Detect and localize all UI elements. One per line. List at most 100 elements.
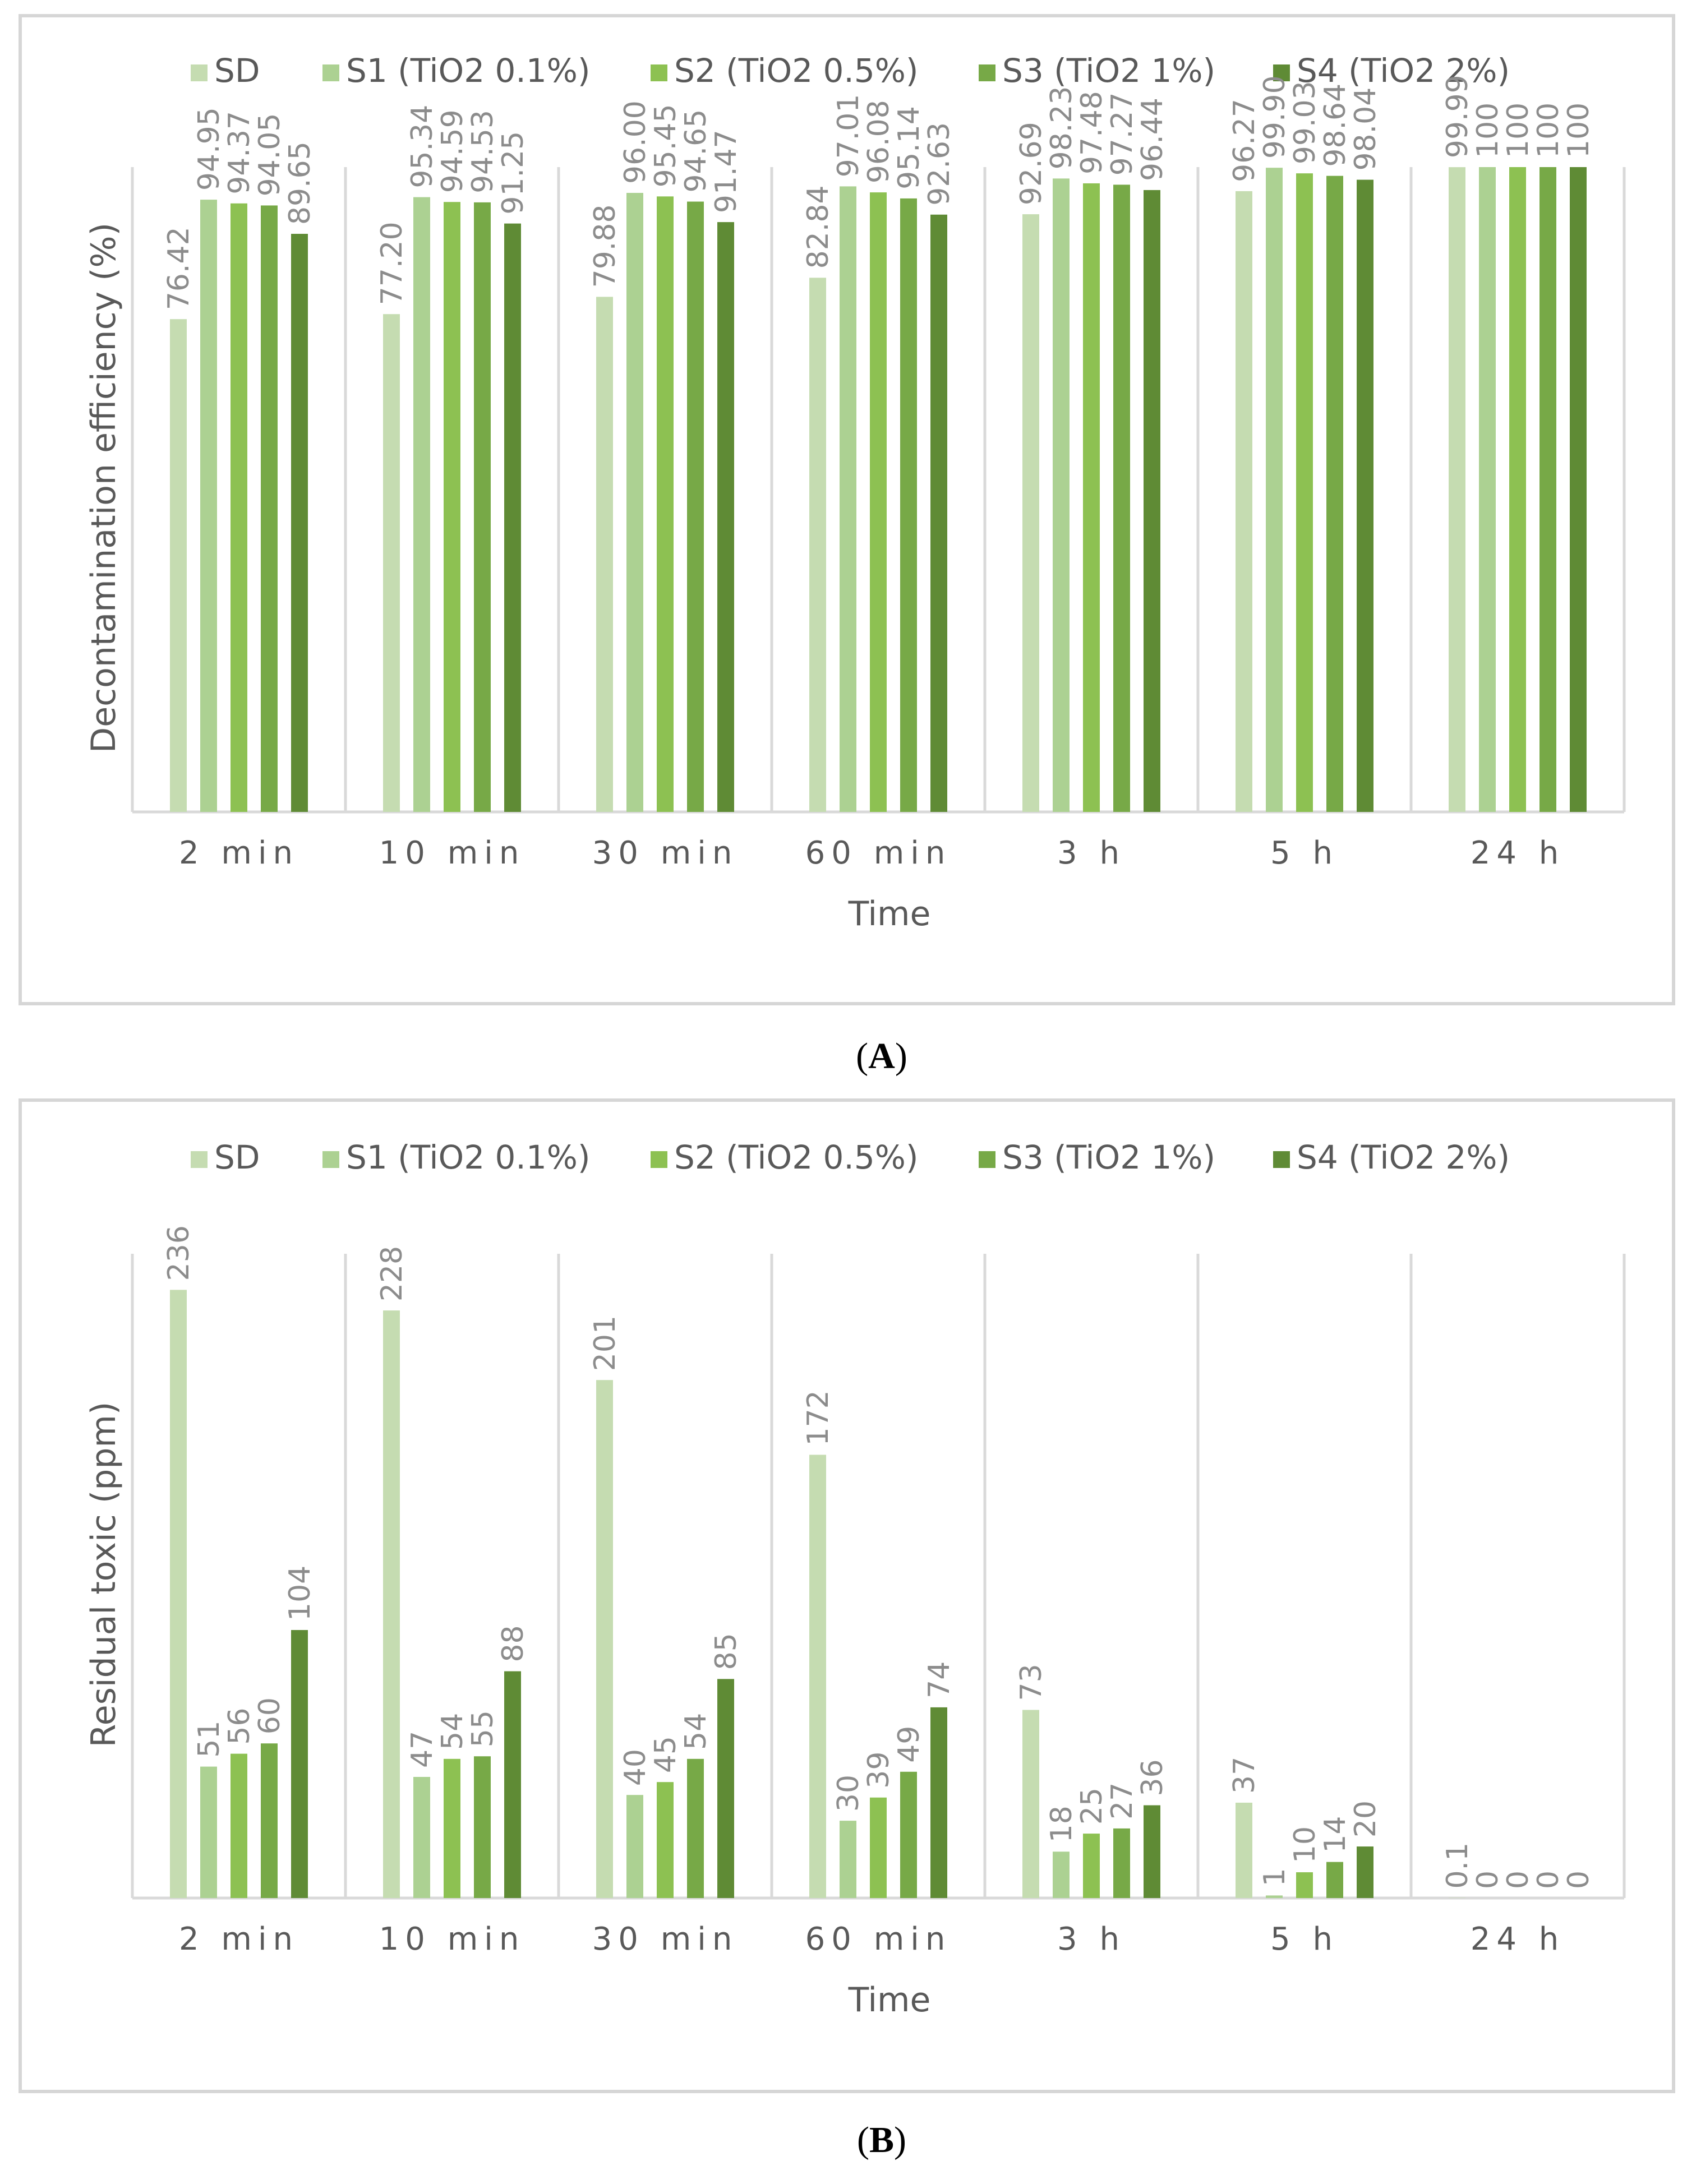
data-label: 95.14	[892, 106, 926, 190]
data-label: 54	[679, 1713, 713, 1750]
bar-s3-2min	[261, 1743, 278, 1898]
data-label: 74	[923, 1661, 956, 1698]
data-label: 92.63	[923, 122, 956, 206]
legend-swatch-s3	[979, 1151, 995, 1168]
panel-caption: (B)	[857, 2120, 906, 2160]
bar-s1-60min	[840, 186, 856, 812]
data-label: 30	[832, 1775, 865, 1812]
data-label: 73	[1015, 1664, 1048, 1701]
data-label: 94.37	[223, 111, 256, 195]
legend-label-s2: S2 (TiO2 0.5%)	[674, 52, 919, 90]
bar-s1-3h	[1053, 178, 1070, 812]
bar-sd-60min	[809, 278, 826, 812]
data-label: 100	[1471, 103, 1505, 158]
bar-s3-10min	[474, 1756, 491, 1898]
data-label: 172	[801, 1390, 835, 1446]
legend-swatch-s1	[322, 1151, 339, 1168]
data-label: 100	[1562, 103, 1596, 158]
data-label: 95.45	[649, 104, 683, 187]
bar-s2-30min	[657, 1782, 674, 1898]
data-label: 96.27	[1228, 99, 1261, 182]
data-label: 96.08	[862, 100, 896, 183]
data-label: 91.25	[496, 131, 530, 215]
data-label: 51	[192, 1720, 226, 1757]
bar-s2-5h	[1296, 1872, 1313, 1898]
legend-swatch-s2	[651, 1151, 667, 1168]
data-label: 91.47	[709, 130, 743, 213]
legend-label-sd: SD	[214, 1138, 260, 1176]
bar-s4-10min	[504, 1671, 521, 1898]
bar-s4-24h	[1570, 167, 1587, 812]
data-label: 104	[283, 1566, 317, 1621]
data-label: 18	[1045, 1806, 1078, 1843]
data-label: 55	[466, 1710, 500, 1747]
bar-sd-60min	[809, 1455, 826, 1898]
legend-label-sd: SD	[214, 52, 260, 90]
bar-sd-2min	[170, 1290, 187, 1898]
legend-swatch-sd	[191, 64, 208, 81]
data-label: 0	[1501, 1871, 1535, 1889]
legend-label-s1: S1 (TiO2 0.1%)	[346, 1138, 591, 1176]
bar-s4-30min	[717, 222, 734, 812]
data-label: 10	[1288, 1826, 1322, 1863]
data-label: 236	[162, 1225, 196, 1281]
x-tick-label: 2 min	[179, 835, 299, 871]
bar-s4-5h	[1357, 179, 1373, 812]
bar-s1-2min	[200, 1766, 217, 1898]
bar-s2-24h	[1509, 167, 1526, 812]
bar-s2-3h	[1083, 183, 1100, 812]
data-label: 88	[496, 1625, 530, 1662]
data-label: 79.88	[588, 205, 622, 288]
bar-sd-3h	[1022, 214, 1039, 812]
legend: SD S1 (TiO2 0.1%) S2 (TiO2 0.5%) S3 (TiO2 1…	[191, 1138, 1510, 1176]
data-label: 100	[1532, 103, 1565, 158]
bar-sd-5h	[1236, 1802, 1252, 1898]
bar-s3-5h	[1326, 1862, 1343, 1898]
x-axis-title: Time	[848, 894, 931, 934]
data-label: 82.84	[801, 185, 835, 269]
data-label: 0	[1471, 1871, 1505, 1889]
legend-swatch-s2	[651, 64, 667, 81]
data-label: 94.95	[192, 107, 226, 191]
data-label: 99.90	[1258, 75, 1292, 159]
data-label: 0.1	[1441, 1843, 1474, 1889]
bar-s4-2min	[291, 234, 308, 812]
data-label: 94.65	[679, 109, 713, 193]
data-label: 96.44	[1136, 98, 1169, 181]
data-label: 94.05	[253, 113, 287, 197]
data-label: 97.01	[832, 94, 865, 178]
data-label: 49	[892, 1726, 926, 1763]
data-label: 60	[253, 1697, 287, 1734]
data-label: 94.59	[436, 109, 469, 193]
legend: SD S1 (TiO2 0.1%) S2 (TiO2 0.5%) S3 (TiO2 1…	[191, 52, 1510, 90]
x-tick-label: 2 min	[179, 1921, 299, 1957]
legend-swatch-s3	[979, 64, 995, 81]
bar-s1-5h	[1266, 1895, 1283, 1898]
legend-label-s2: S2 (TiO2 0.5%)	[674, 1138, 919, 1176]
legend-label-s4: S4 (TiO2 2%)	[1297, 52, 1510, 90]
bar-s2-2min	[231, 1753, 247, 1898]
data-label: 98.04	[1349, 87, 1382, 171]
bar-s3-30min	[687, 201, 704, 812]
bar-s1-60min	[840, 1821, 856, 1898]
bar-s4-60min	[930, 214, 947, 812]
data-label: 27	[1105, 1783, 1139, 1820]
bar-sd-10min	[383, 1310, 400, 1898]
x-tick-label: 10 min	[379, 835, 526, 871]
bar-sd-5h	[1236, 191, 1252, 812]
bar-s3-10min	[474, 202, 491, 812]
data-label: 76.42	[162, 227, 196, 310]
y-axis-title: Residual toxic (ppm)	[84, 1402, 123, 1748]
bar-s3-30min	[687, 1758, 704, 1898]
bar-s4-5h	[1357, 1846, 1373, 1898]
x-tick-label: 3 h	[1057, 835, 1126, 871]
bar-s2-60min	[870, 1797, 887, 1898]
data-label: 98.64	[1319, 84, 1352, 167]
bar-s2-10min	[444, 1758, 460, 1898]
data-label: 77.20	[375, 221, 409, 305]
legend-label-s4: S4 (TiO2 2%)	[1297, 1138, 1510, 1176]
bar-s1-10min	[413, 197, 430, 812]
bar-s4-2min	[291, 1630, 308, 1898]
legend-swatch-s4	[1273, 1151, 1290, 1168]
